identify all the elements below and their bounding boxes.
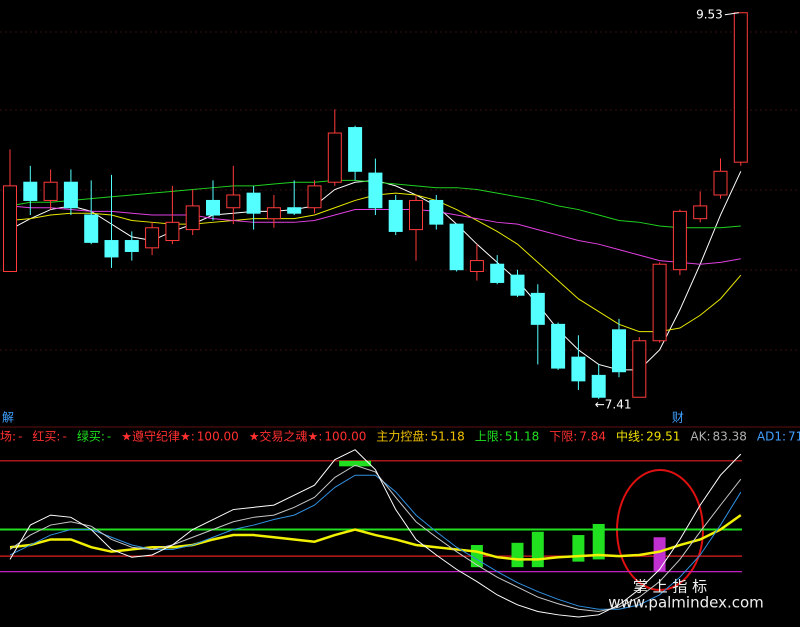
legend-name: AK	[690, 430, 707, 444]
legend-colon: :	[499, 430, 503, 444]
watermark: 掌 上 指 标	[633, 578, 707, 596]
candle-body	[145, 227, 160, 249]
candle-body	[43, 181, 58, 201]
candle-body	[266, 207, 281, 220]
candle-body	[551, 323, 566, 369]
annotation-arrow	[724, 12, 739, 16]
candle-body	[165, 221, 180, 242]
signal-bar	[531, 531, 544, 568]
signal-bar	[592, 523, 605, 560]
legend-value: -	[18, 430, 22, 444]
candle-body	[287, 207, 302, 214]
legend-value: 100.00	[324, 430, 366, 444]
legend-name: 主力控盘	[376, 429, 424, 444]
marker-label: 解	[2, 411, 14, 425]
candle-body	[84, 214, 99, 243]
legend-colon: :	[12, 430, 16, 444]
candle-body	[510, 274, 525, 296]
candle-body	[206, 199, 220, 216]
watermark: www.palmindex.com	[608, 594, 764, 612]
candle-body	[23, 181, 38, 201]
candle-body	[449, 223, 464, 271]
candle-body	[571, 356, 586, 382]
legend-name: 绿买	[77, 429, 101, 444]
candle-body	[226, 194, 241, 209]
legend-name: 场	[0, 430, 12, 444]
candle-body	[185, 205, 200, 231]
candle-body	[409, 199, 423, 231]
legend-name: 红买	[32, 429, 56, 444]
legend-value: 83.38	[713, 430, 747, 444]
candle-body	[733, 12, 748, 163]
legend-value: 51.18	[505, 430, 539, 444]
legend-value: -	[62, 430, 66, 444]
candle-body	[388, 199, 403, 232]
signal-bar	[339, 460, 372, 467]
legend-value: -	[107, 430, 111, 444]
candle-body	[63, 181, 78, 209]
legend-value: 29.51	[646, 430, 680, 444]
legend-colon: :	[573, 430, 577, 444]
signal-bar	[470, 545, 483, 568]
candle-body	[530, 292, 545, 325]
legend-name: ★交易之魂★	[249, 429, 319, 444]
legend-value: 71.68	[788, 430, 800, 444]
candle-body	[246, 192, 261, 214]
candle-body	[591, 374, 606, 398]
candle-body	[104, 240, 119, 258]
legend-colon: :	[56, 430, 60, 444]
signal-bar	[653, 537, 666, 572]
candle-body	[327, 132, 342, 183]
candle-body	[632, 340, 647, 398]
candle-body	[652, 263, 667, 342]
candle-body	[368, 172, 383, 209]
candle-body	[713, 170, 728, 196]
legend-name: 下限	[549, 430, 573, 444]
candle-body	[693, 205, 708, 220]
legend-name: AD1	[757, 430, 782, 444]
candle-body	[429, 199, 444, 225]
candle-body	[469, 260, 484, 273]
candle-body	[672, 210, 687, 271]
legend-colon: :	[318, 430, 322, 444]
legend-value: 51.18	[430, 430, 464, 444]
legend-colon: :	[424, 430, 428, 444]
candle-body	[124, 240, 139, 252]
indicator-line	[9, 474, 742, 610]
marker-label: 财	[672, 411, 684, 425]
candle-body	[348, 127, 363, 172]
legend-colon: :	[707, 430, 711, 444]
indicator-line	[9, 464, 742, 612]
legend-colon: :	[191, 430, 195, 444]
grid	[0, 31, 800, 351]
candle-body	[3, 185, 17, 273]
candle-body	[612, 329, 626, 373]
legend-value: 100.00	[197, 430, 239, 444]
candle-body	[490, 263, 505, 283]
signal-bar	[511, 542, 524, 568]
price-annotation: 9.53	[696, 7, 723, 21]
legend-value: 7.84	[579, 430, 606, 444]
indicator-line	[9, 514, 742, 561]
legend-name: 中线	[616, 429, 640, 444]
price-annotation: ←7.41	[595, 398, 632, 412]
legend-colon: :	[782, 430, 786, 444]
legend-colon: :	[101, 430, 105, 444]
legend-name: ★遵守纪律★	[121, 429, 191, 444]
legend-name: 上限	[475, 430, 499, 444]
indicator-line	[9, 449, 742, 618]
signal-bar	[572, 535, 585, 562]
legend-colon: :	[640, 430, 644, 444]
candle-body	[307, 185, 322, 209]
